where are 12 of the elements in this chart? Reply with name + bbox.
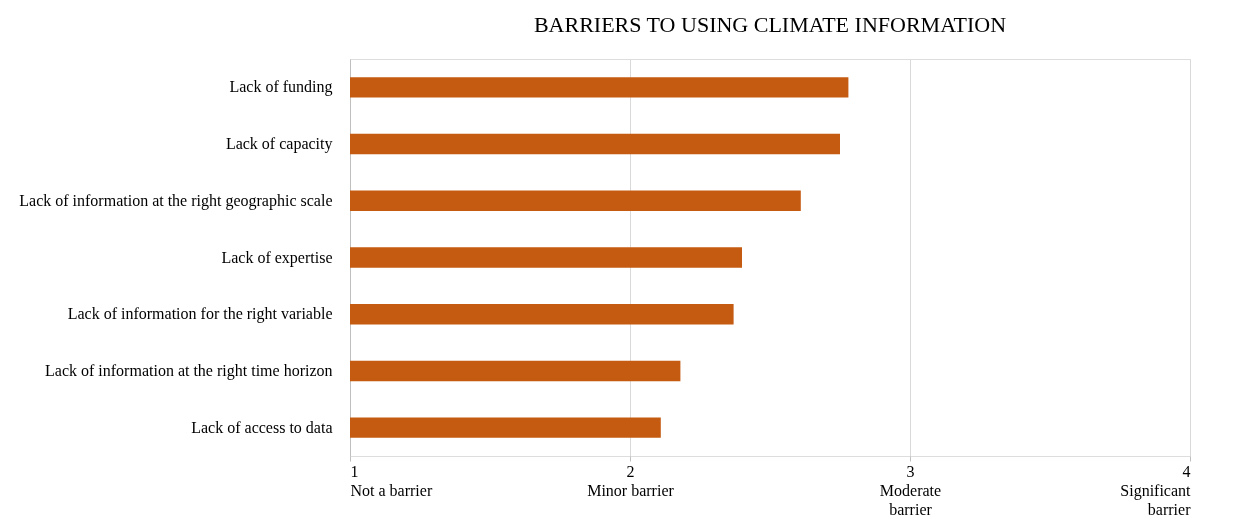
x-tick-label: 2 Minor barrier [587, 462, 675, 499]
x-tick-label: 3 Moderate barrier [879, 462, 942, 518]
x-tick-label: 1 Not a barrier [350, 462, 433, 499]
y-tick-label: Lack of information at the right geographic scale [19, 191, 333, 210]
y-tick-label: Lack of capacity [225, 135, 333, 154]
x-tick-label: 4 Significant barrier [1120, 462, 1192, 518]
y-tick-label: Lack of expertise [221, 248, 333, 267]
y-tick-label: Lack of information for the right variable [67, 305, 333, 324]
y-tick-label: Lack of access to data [191, 418, 333, 436]
y-tick-label: Lack of information at the right time horizon [45, 361, 333, 380]
chart-title: BARRIERS TO USING CLIMATE INFORMATION [533, 12, 1007, 37]
y-tick-label: Lack of funding [229, 78, 333, 97]
